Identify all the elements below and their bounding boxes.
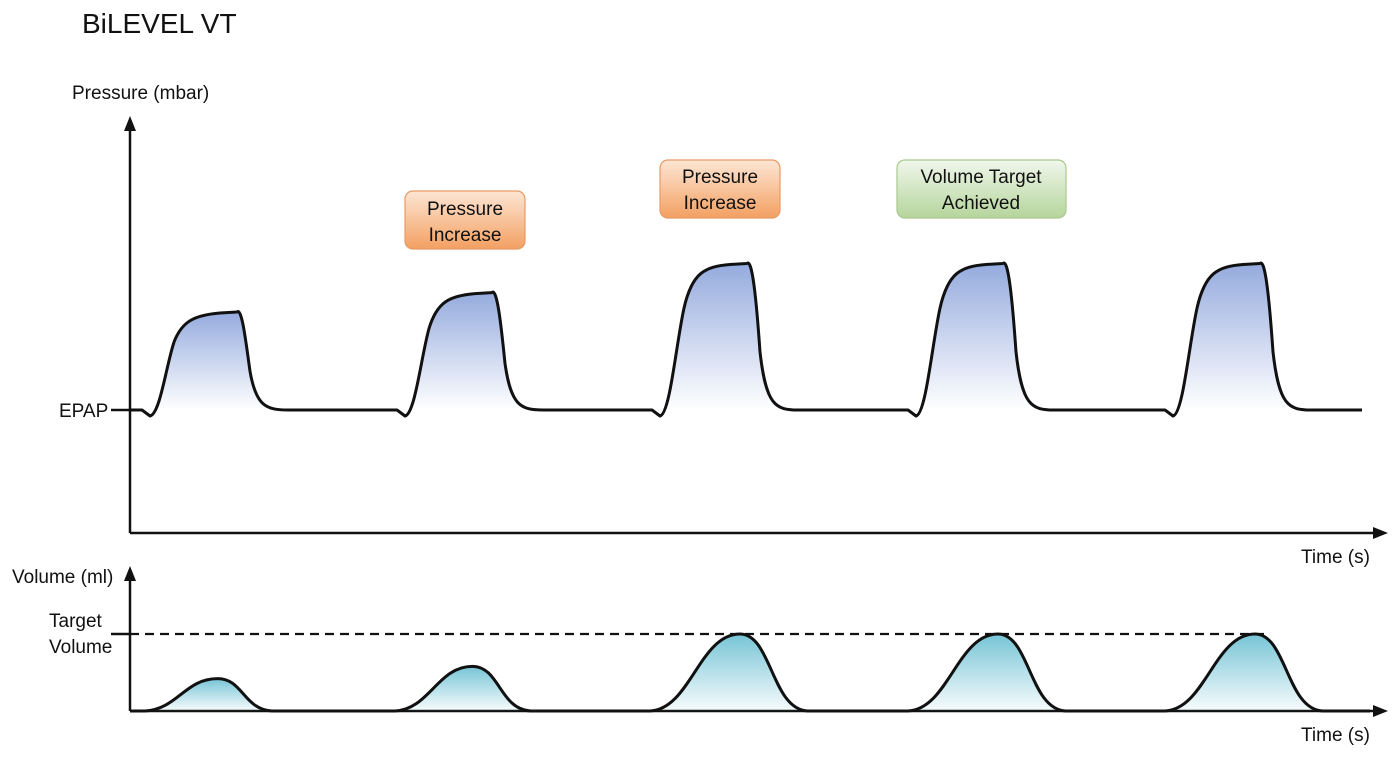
target-volume-label-line1: Target bbox=[49, 611, 103, 632]
volume-y-label: Volume (ml) bbox=[12, 567, 113, 588]
volume-breath-fill bbox=[395, 666, 531, 711]
pressure-breath-fill bbox=[920, 263, 1054, 410]
annotation-volume-target-achieved: Volume Target Achieved bbox=[896, 159, 1067, 219]
pressure-y-label: Pressure (mbar) bbox=[72, 83, 209, 104]
annotation-text-line1: Pressure bbox=[427, 199, 503, 220]
pressure-x-arrowhead bbox=[1373, 527, 1388, 539]
volume-breath-fill bbox=[1165, 634, 1323, 711]
annotation-box-orange bbox=[404, 190, 526, 250]
annotation-text-line2: Achieved bbox=[942, 193, 1020, 214]
volume-breath-fill bbox=[650, 634, 808, 711]
epap-label: EPAP bbox=[59, 401, 108, 422]
pressure-x-label: Time (s) bbox=[1301, 547, 1370, 568]
volume-x-arrowhead bbox=[1373, 705, 1388, 717]
annotation-box-orange bbox=[659, 159, 781, 219]
pressure-breath-fill bbox=[1177, 263, 1311, 410]
annotation-box-green bbox=[896, 159, 1067, 219]
volume-y-arrowhead bbox=[124, 566, 136, 581]
pressure-waveform bbox=[130, 261, 1362, 418]
pressure-fills bbox=[154, 263, 1311, 410]
pressure-breath-fill bbox=[664, 263, 798, 410]
pressure-breath-fill bbox=[409, 292, 543, 410]
annotation-pressure-increase-2: Pressure Increase bbox=[659, 159, 781, 219]
volume-fills bbox=[145, 634, 1323, 711]
diagram-title: BiLEVEL VT bbox=[82, 8, 237, 39]
annotation-pressure-increase-1: Pressure Increase bbox=[404, 190, 526, 250]
volume-breath-fill bbox=[145, 678, 273, 711]
target-volume-label-line2: Volume bbox=[49, 637, 112, 658]
annotation-text-line2: Increase bbox=[429, 225, 502, 246]
annotation-text-line1: Pressure bbox=[682, 167, 758, 188]
volume-x-label: Time (s) bbox=[1301, 725, 1370, 746]
pressure-breath-fill bbox=[154, 311, 288, 410]
annotation-text-line2: Increase bbox=[684, 193, 757, 214]
pressure-y-arrowhead bbox=[124, 116, 136, 131]
pressure-axes bbox=[111, 116, 1388, 539]
annotation-text-line1: Volume Target bbox=[920, 167, 1042, 188]
volume-waveform bbox=[130, 632, 1370, 713]
volume-breath-fill bbox=[908, 634, 1066, 711]
